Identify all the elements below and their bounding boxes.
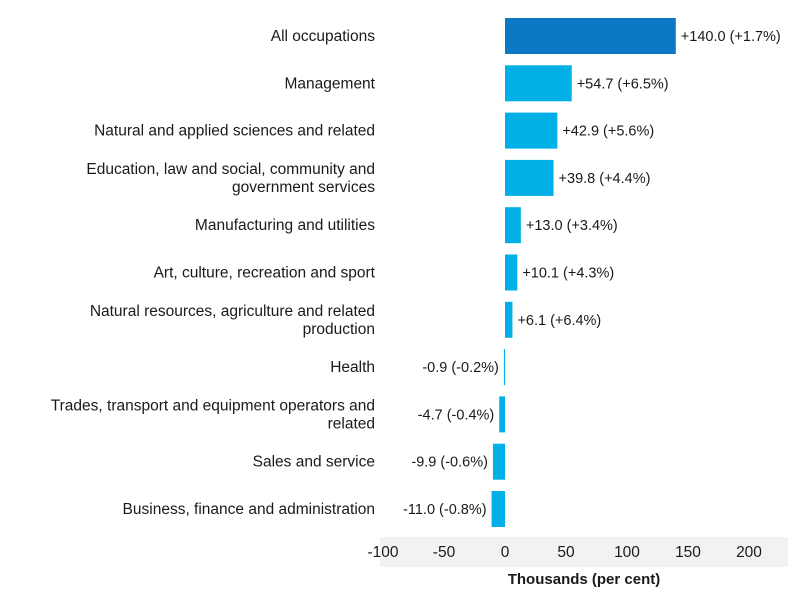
data-label-4: +13.0 (+3.4%) xyxy=(526,218,618,234)
bar-8 xyxy=(499,396,505,433)
data-label-2: +42.9 (+5.6%) xyxy=(562,124,654,140)
bar-6 xyxy=(505,301,513,338)
bar-0 xyxy=(505,18,676,54)
category-label-3: Education, law and social, community and… xyxy=(86,161,375,196)
x-tick-label-3: 50 xyxy=(557,544,575,561)
category-label-2: Natural and applied sciences and related xyxy=(94,123,375,140)
category-label-0: All occupations xyxy=(271,28,376,45)
data-label-3: +39.8 (+4.4%) xyxy=(559,171,651,187)
bar-7 xyxy=(503,349,506,386)
data-label-1: +54.7 (+6.5%) xyxy=(577,76,669,92)
category-label-4: Manufacturing and utilities xyxy=(195,217,375,234)
x-tick-label-1: -50 xyxy=(433,544,456,561)
x-tick-label-4: 100 xyxy=(614,544,640,561)
x-tick-label-6: 200 xyxy=(736,544,762,561)
category-label-6: Natural resources, agriculture and relat… xyxy=(90,303,375,338)
x-tick-label-0: -100 xyxy=(367,544,398,561)
data-label-8: -4.7 (-0.4%) xyxy=(418,407,495,423)
category-label-7: Health xyxy=(330,359,375,376)
x-axis-title: Thousands (per cent) xyxy=(508,571,661,588)
bar-1 xyxy=(505,65,572,102)
x-tick-label-5: 150 xyxy=(675,544,701,561)
bar-4 xyxy=(505,207,521,244)
category-label-5: Art, culture, recreation and sport xyxy=(154,265,376,282)
bar-3 xyxy=(505,159,554,196)
bars xyxy=(491,18,676,527)
category-labels: All occupations Management Natural and app… xyxy=(51,28,376,518)
category-label-10: Business, finance and administration xyxy=(123,501,375,518)
bar-2 xyxy=(505,112,558,149)
data-labels: +140.0 (+1.7%) +54.7 (+6.5%) +42.9 (+5.6%)… xyxy=(403,29,781,518)
x-axis-ticks: -100 -50 0 50 100 150 200 xyxy=(367,544,762,561)
data-label-7: -0.9 (-0.2%) xyxy=(422,360,499,376)
bar-5 xyxy=(505,254,518,291)
data-label-0: +140.0 (+1.7%) xyxy=(681,29,781,45)
x-axis-band xyxy=(380,537,788,567)
category-label-8: Trades, transport and equipment operator… xyxy=(51,397,375,432)
x-tick-label-2: 0 xyxy=(501,544,510,561)
data-label-5: +10.1 (+4.3%) xyxy=(522,266,614,282)
data-label-9: -9.9 (-0.6%) xyxy=(411,455,488,471)
bar-10 xyxy=(491,491,505,527)
category-label-1: Management xyxy=(285,75,376,92)
bar-9 xyxy=(492,443,505,480)
x-axis: -100 -50 0 50 100 150 200 Thousands (per cent) xyxy=(367,537,788,588)
category-label-9: Sales and service xyxy=(253,454,375,471)
data-label-6: +6.1 (+6.4%) xyxy=(517,313,601,329)
data-label-10: -11.0 (-0.8%) xyxy=(403,502,487,518)
